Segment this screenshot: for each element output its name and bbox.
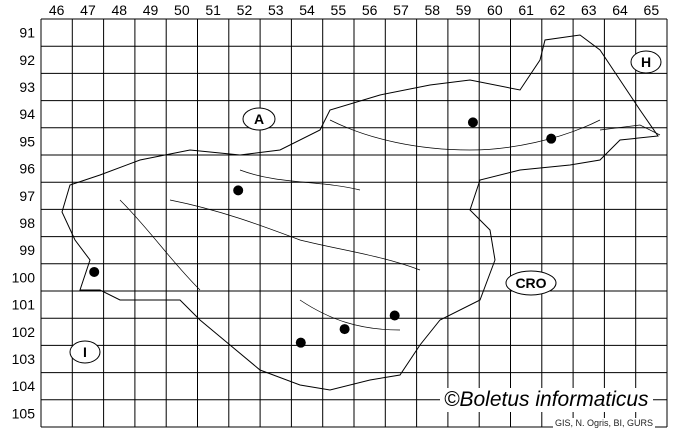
column-label: 48 [111,2,127,18]
column-label: 56 [362,2,378,18]
slovenia-border [61,34,659,391]
country-label-ellipse [630,50,662,74]
records [89,117,557,348]
source-text: GIS, N. Ogris, BI, GURS [553,418,656,428]
column-label: 55 [331,2,347,18]
country-labels: A H CRO I [69,50,662,364]
column-label: 47 [80,2,96,18]
record-dot [295,337,306,348]
row-label: 103 [12,351,36,367]
row-label: 97 [19,188,35,204]
country-label: I [83,344,87,360]
column-label: 58 [424,2,440,18]
river [329,119,601,151]
record-dot [89,266,100,277]
row-label: 101 [12,297,36,313]
row-label: 105 [12,405,36,421]
row-label: 91 [19,25,35,41]
column-label: 49 [143,2,159,18]
record-dot [546,133,557,144]
column-label: 59 [456,2,472,18]
row-label: 104 [12,378,36,394]
country-outline [61,34,661,391]
column-label: 52 [237,2,253,18]
country-label-ellipse [69,340,101,364]
column-label: 61 [518,2,534,18]
record-dot [233,185,244,196]
row-label: 99 [19,242,35,258]
river [239,169,361,191]
column-label: 63 [581,2,597,18]
record-dot [389,310,400,321]
river [119,199,201,291]
column-label: 64 [612,2,628,18]
country-label: H [641,54,651,70]
column-label: 53 [268,2,284,18]
column-label: 51 [205,2,221,18]
row-label: 96 [19,161,35,177]
column-label: 50 [174,2,190,18]
river [299,299,401,331]
row-label: 92 [19,52,35,68]
record-dot [467,117,478,128]
row-label: 94 [19,106,35,122]
river [169,199,421,271]
column-label: 54 [299,2,315,18]
grid: 46 47 48 49 50 51 52 53 54 55 56 57 58 59 60 61 62 63 64 65… [12,2,668,428]
country-label: A [254,111,264,127]
country-label: CRO [515,275,546,291]
river [599,124,661,136]
country-label-ellipse [505,270,557,296]
column-label: 65 [644,2,660,18]
row-label: 98 [19,215,35,231]
row-label: 95 [19,133,35,149]
country-label-ellipse [242,107,276,131]
record-dot [339,324,350,335]
column-label: 57 [393,2,409,18]
row-label: 100 [12,269,36,285]
row-label: 93 [19,79,35,95]
credit-text: ©Boletus informaticus [440,388,653,412]
column-label: 62 [550,2,566,18]
column-label: 60 [487,2,503,18]
row-label: 102 [12,324,36,340]
column-label: 46 [49,2,65,18]
